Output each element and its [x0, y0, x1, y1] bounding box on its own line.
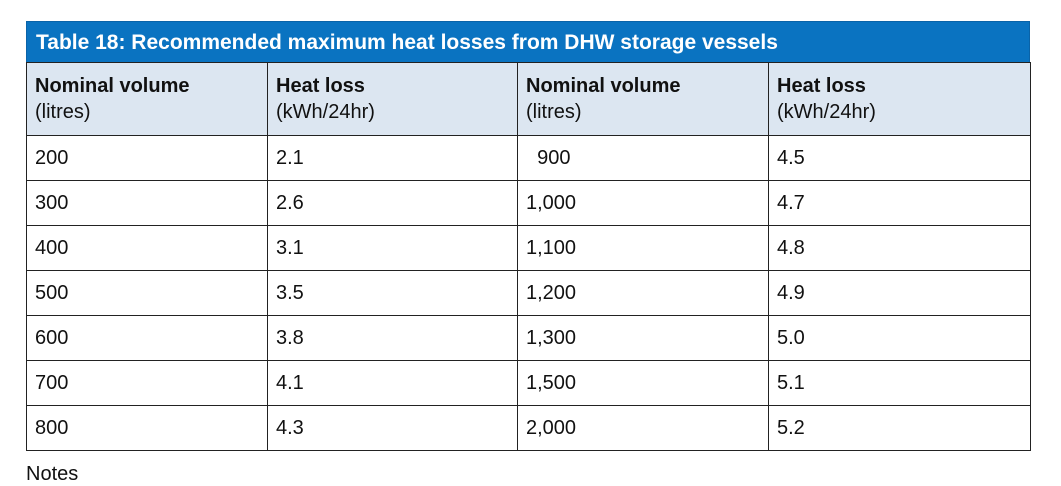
table-cell: 2,000 [517, 405, 769, 451]
table-caption: Table 18: Recommended maximum heat losse… [26, 21, 1030, 62]
header-unit: (litres) [35, 101, 91, 123]
header-unit: (kWh/24hr) [777, 101, 876, 123]
header-title: Nominal volume [526, 75, 681, 97]
header-title: Heat loss [777, 75, 866, 97]
header-row: Nominal volume (litres) Heat loss (kWh/2… [26, 62, 1031, 136]
table-row: 500 3.5 1,200 4.9 [26, 270, 1031, 316]
table-cell: 4.8 [768, 225, 1031, 271]
notes-label: Notes [26, 463, 79, 485]
table-row: 200 2.1 900 4.5 [26, 135, 1031, 181]
header-title: Heat loss [276, 75, 365, 97]
table-cell: 2.6 [267, 180, 518, 226]
header-unit: (litres) [526, 101, 582, 123]
header-nominal-volume-1: Nominal volume (litres) [26, 62, 268, 136]
table-cell: 3.5 [267, 270, 518, 316]
header-unit: (kWh/24hr) [276, 101, 375, 123]
table-cell: 700 [26, 360, 268, 406]
table-cell: 1,200 [517, 270, 769, 316]
table-cell: 5.1 [768, 360, 1031, 406]
table-cell: 900 [517, 135, 769, 181]
table-cell: 400 [26, 225, 268, 271]
heat-loss-table-container: Table 18: Recommended maximum heat losse… [26, 21, 1031, 451]
table-row: 300 2.6 1,000 4.7 [26, 180, 1031, 226]
table-cell: 1,000 [517, 180, 769, 226]
header-heat-loss-1: Heat loss (kWh/24hr) [267, 62, 518, 136]
heat-loss-table: Nominal volume (litres) Heat loss (kWh/2… [26, 62, 1031, 451]
header-heat-loss-2: Heat loss (kWh/24hr) [768, 62, 1031, 136]
table-cell: 5.2 [768, 405, 1031, 451]
table-cell: 4.1 [267, 360, 518, 406]
table-cell: 600 [26, 315, 268, 361]
table-row: 400 3.1 1,100 4.8 [26, 225, 1031, 271]
table-cell: 3.8 [267, 315, 518, 361]
table-cell: 500 [26, 270, 268, 316]
table-row: 600 3.8 1,300 5.0 [26, 315, 1031, 361]
table-cell: 300 [26, 180, 268, 226]
table-cell: 4.3 [267, 405, 518, 451]
table-cell: 4.5 [768, 135, 1031, 181]
header-nominal-volume-2: Nominal volume (litres) [517, 62, 769, 136]
table-cell: 3.1 [267, 225, 518, 271]
table-cell: 1,100 [517, 225, 769, 271]
table-cell: 2.1 [267, 135, 518, 181]
table-cell: 1,300 [517, 315, 769, 361]
table-cell: 1,500 [517, 360, 769, 406]
table-cell: 4.9 [768, 270, 1031, 316]
table-cell: 4.7 [768, 180, 1031, 226]
table-cell: 5.0 [768, 315, 1031, 361]
table-row: 700 4.1 1,500 5.1 [26, 360, 1031, 406]
table-cell: 200 [26, 135, 268, 181]
table-row: 800 4.3 2,000 5.2 [26, 405, 1031, 451]
table-cell: 800 [26, 405, 268, 451]
header-title: Nominal volume [35, 75, 190, 97]
